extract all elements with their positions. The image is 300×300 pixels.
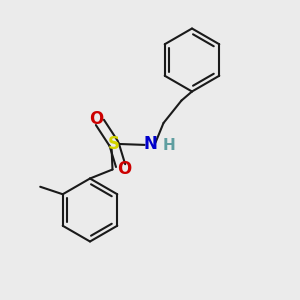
Text: O: O <box>117 160 132 178</box>
Text: N: N <box>143 135 157 153</box>
Text: S: S <box>108 135 120 153</box>
Text: H: H <box>163 138 176 153</box>
Text: O: O <box>89 110 103 128</box>
